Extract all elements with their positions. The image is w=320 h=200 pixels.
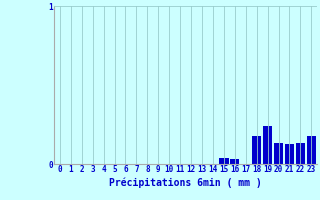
Bar: [274, 143, 283, 164]
X-axis label: Précipitations 6min ( mm ): Précipitations 6min ( mm ): [109, 177, 262, 188]
Bar: [263, 126, 272, 164]
Bar: [219, 158, 228, 164]
Bar: [307, 136, 316, 164]
Bar: [252, 136, 261, 164]
Bar: [285, 144, 294, 164]
Bar: [296, 143, 305, 164]
Bar: [230, 159, 239, 164]
